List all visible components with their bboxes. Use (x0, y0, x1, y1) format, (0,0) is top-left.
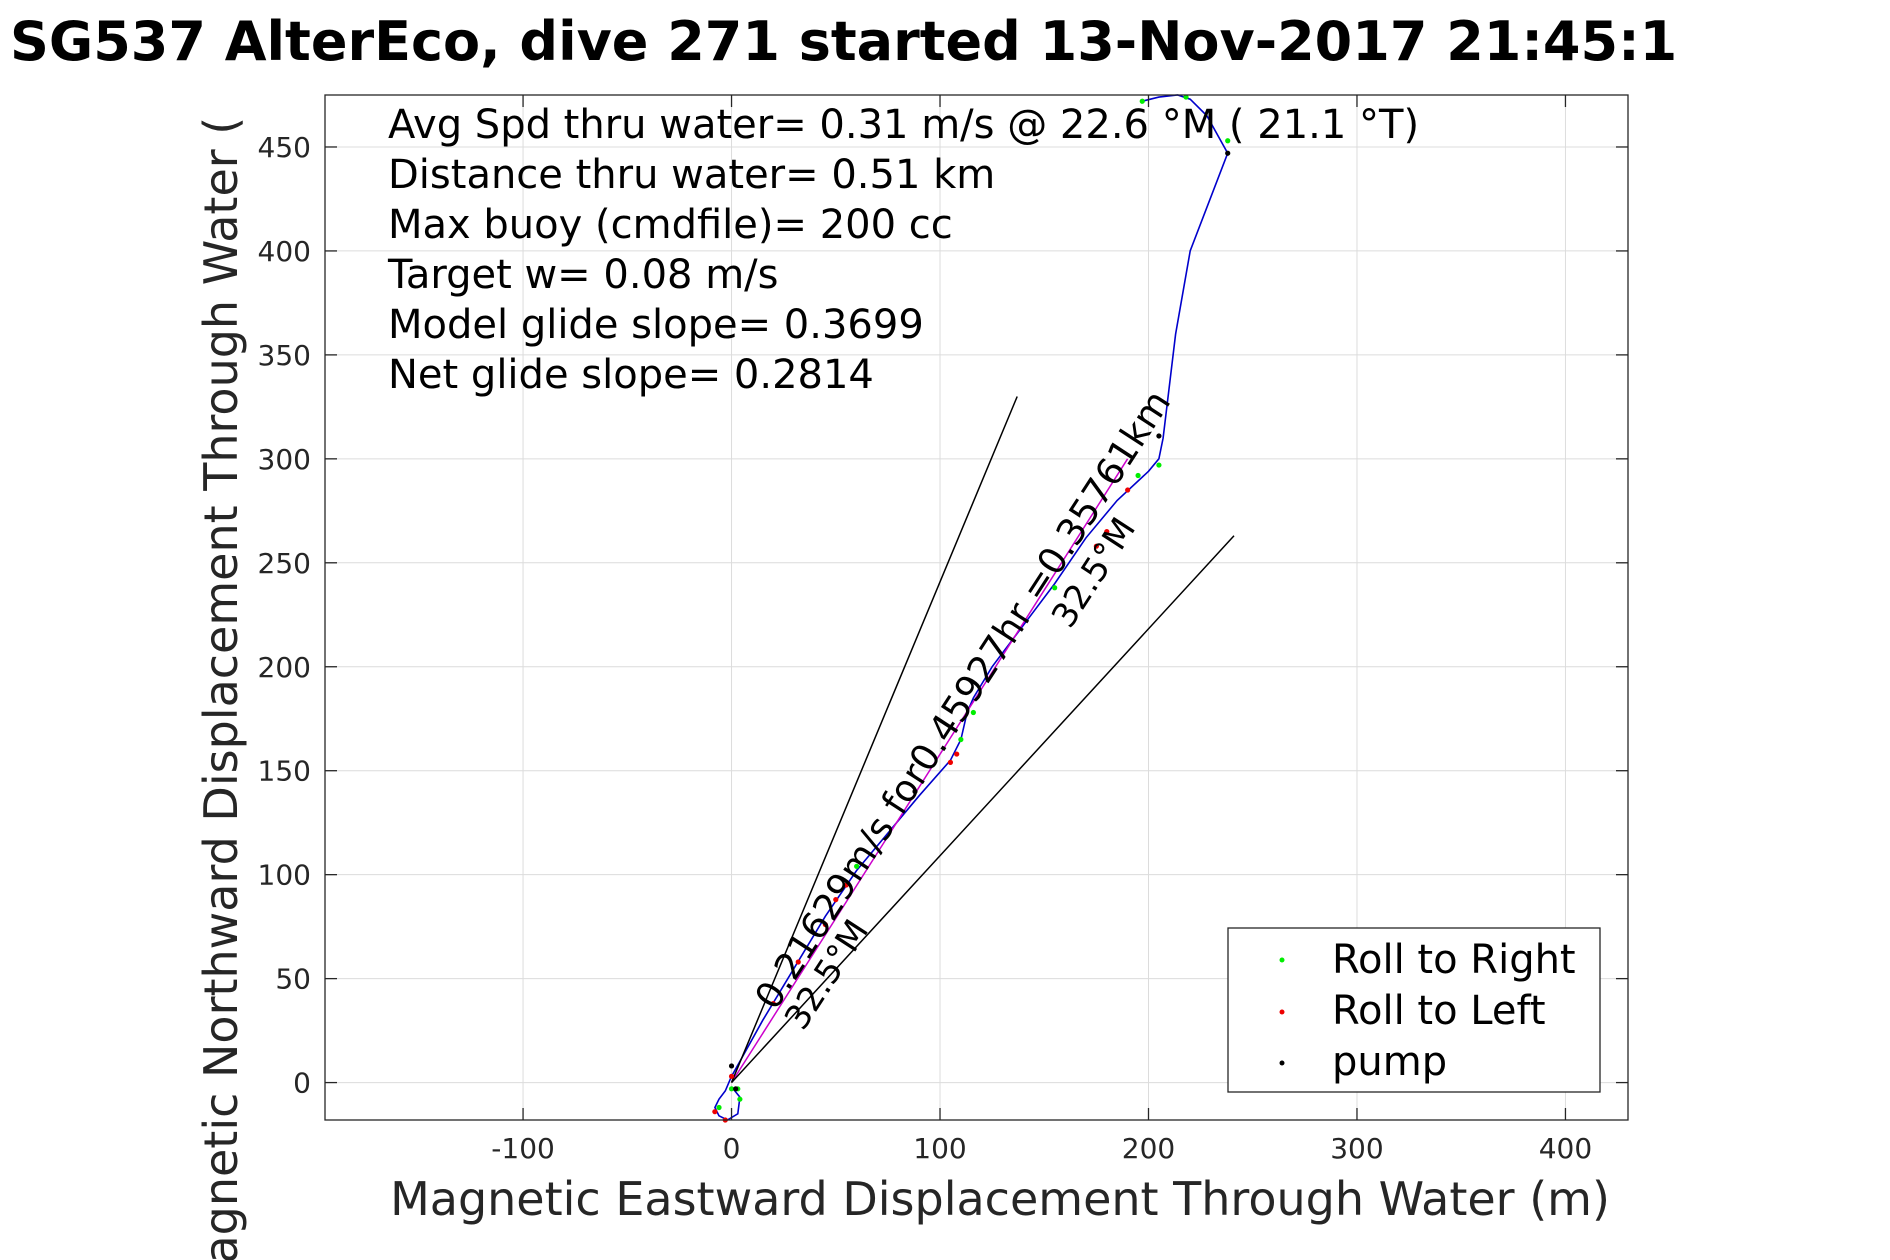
chart-title: SG537 AlterEco, dive 271 started 13-Nov-… (10, 10, 1677, 73)
plot-area: -100 0 100 200 300 400 0 50 100 150 200 250 300 350 40… (258, 94, 1629, 1165)
marker-roll-left (833, 897, 839, 903)
marker-roll-left (728, 1073, 735, 1079)
annotation-max-buoy: Max buoy (cmdfile)= 200 cc (388, 202, 953, 248)
plot-frame (324, 94, 1629, 1121)
marker-roll-left (1093, 543, 1099, 549)
series-track-through-water (714, 94, 1229, 1121)
y-tick-label: 200 (258, 651, 311, 684)
legend-label-roll-left: Roll to Left (1332, 988, 1546, 1034)
x-tick-label: 100 (913, 1132, 966, 1165)
marker-layer (712, 94, 1231, 1123)
marker-roll-left (954, 751, 960, 757)
marker-roll-right (716, 1104, 722, 1111)
marker-pump (728, 1063, 735, 1069)
y-tick-label: 50 (275, 963, 311, 996)
y-tick-label: 450 (258, 131, 311, 164)
y-tick-label: 100 (258, 859, 311, 892)
marker-roll-left (795, 959, 801, 965)
marker-roll-right (1156, 462, 1162, 468)
annotation-target-w: Target w= 0.08 m/s (387, 252, 778, 298)
grid (325, 95, 1628, 1120)
marker-pump (733, 1086, 739, 1092)
marker-pump (1225, 150, 1231, 156)
x-tick-label: -100 (491, 1132, 555, 1165)
marker-pump (1156, 433, 1162, 439)
legend-box (1227, 927, 1601, 1093)
annotation-avg-speed: Avg Spd thru water= 0.31 m/s @ 22.6 °M (… (388, 102, 1419, 148)
x-tick-label: 400 (1539, 1132, 1592, 1165)
legend-label-roll-right: Roll to Right (1332, 937, 1576, 983)
y-tick-label: 250 (258, 547, 311, 580)
marker-pump (912, 788, 918, 795)
marker-roll-right (737, 1096, 743, 1102)
legend: Roll to Right Roll to Left pump (1227, 927, 1601, 1093)
annotation-block: Avg Spd thru water= 0.31 m/s @ 22.6 °M (… (387, 102, 1419, 398)
annotation-model-glide: Model glide slope= 0.3699 (388, 302, 924, 348)
marker-roll-left (1125, 487, 1131, 493)
y-tick-label: 150 (258, 755, 311, 788)
x-tick-label: 300 (1330, 1132, 1383, 1165)
marker-roll-right (854, 863, 860, 869)
marker-roll-left (843, 882, 849, 888)
x-tick-label: 0 (723, 1132, 741, 1165)
marker-roll-right (1183, 94, 1189, 100)
legend-marker-roll-left (1279, 1009, 1285, 1015)
annotation-distance: Distance thru water= 0.51 km (388, 152, 995, 198)
marker-roll-right (958, 736, 964, 743)
marker-roll-left (947, 759, 954, 765)
marker-roll-right (1052, 585, 1058, 591)
annotation-net-glide: Net glide slope= 0.2814 (388, 352, 874, 398)
marker-roll-right (1225, 138, 1231, 144)
x-tick-label: 200 (1122, 1132, 1175, 1165)
marker-roll-right (1135, 472, 1141, 479)
y-tick-label: 300 (258, 443, 311, 476)
marker-roll-left (1104, 529, 1110, 535)
ticks: -100 0 100 200 300 400 0 50 100 150 200 250 300 350 40… (258, 95, 1628, 1165)
series-layer (714, 94, 1235, 1121)
legend-marker-roll-right (1279, 957, 1285, 963)
legend-marker-pump (1279, 1060, 1285, 1066)
marker-roll-left (770, 1000, 776, 1007)
marker-roll-left (712, 1109, 718, 1115)
y-axis-label: Magnetic Northward Displacement Through … (194, 117, 248, 1260)
y-tick-label: 350 (258, 339, 311, 372)
x-axis-label: Magnetic Eastward Displacement Through W… (390, 1172, 1610, 1226)
marker-roll-right (728, 1086, 735, 1092)
marker-roll-right (970, 709, 976, 716)
legend-label-pump: pump (1332, 1039, 1447, 1085)
y-tick-label: 0 (293, 1067, 311, 1100)
marker-roll-left (822, 921, 828, 928)
series-planned-track (730, 458, 1129, 1084)
series-heading-cone-left (730, 396, 1018, 1083)
marker-roll-right (1139, 98, 1145, 104)
y-tick-label: 400 (258, 235, 311, 268)
series-heading-cone-right (730, 535, 1235, 1084)
